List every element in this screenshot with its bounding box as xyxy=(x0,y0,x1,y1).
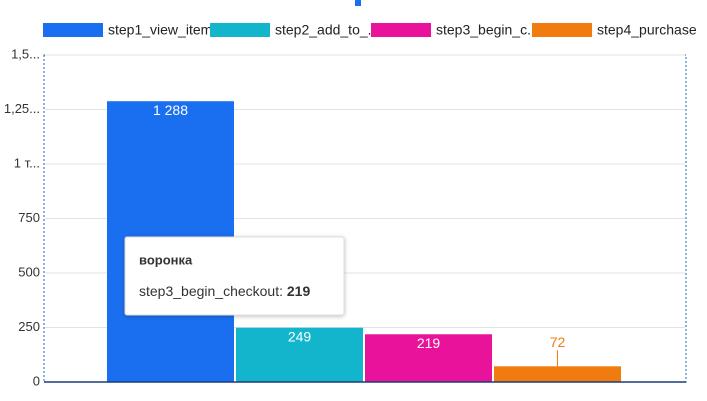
y-tick-label: 750 xyxy=(18,210,40,225)
value-label: 1 288 xyxy=(153,102,188,118)
tooltip-title: воронка xyxy=(139,252,193,267)
y-tick-label: 0 xyxy=(33,373,40,388)
value-label: 249 xyxy=(288,328,312,344)
tooltip-box xyxy=(124,236,345,316)
legend-swatch xyxy=(43,23,103,37)
y-tick-label: 250 xyxy=(18,319,40,334)
legend: step1_view_item step2_add_to_... step3_beg… xyxy=(43,22,697,38)
legend-swatch xyxy=(532,23,592,37)
grid: 0 250 500 750 1 т... 1,25... 1,5... xyxy=(4,46,685,388)
legend-swatch xyxy=(210,23,270,37)
y-tick-label: 1 т... xyxy=(14,155,40,170)
legend-swatch xyxy=(371,23,431,37)
value-label: 72 xyxy=(550,334,566,350)
legend-label: step2_add_to_... xyxy=(275,22,379,38)
tooltip-value: 219 xyxy=(287,283,311,299)
tooltip-line: step3_begin_checkout: 219 xyxy=(139,283,310,299)
legend-label: step4_purchase xyxy=(597,22,697,38)
value-label: 219 xyxy=(417,335,441,351)
bar xyxy=(236,327,363,382)
bar xyxy=(494,366,621,382)
y-tick-label: 1,25... xyxy=(4,101,40,116)
legend-label: step1_view_item xyxy=(108,22,212,38)
decor-mark xyxy=(355,0,361,6)
y-tick-label: 500 xyxy=(18,264,40,279)
legend-label: step3_begin_c... xyxy=(436,22,539,38)
y-tick-label: 1,5... xyxy=(11,46,40,61)
bar xyxy=(365,334,492,382)
tooltip: воронка step3_begin_checkout: 219 xyxy=(124,236,345,316)
tooltip-series: step3_begin_checkout: xyxy=(139,283,283,299)
